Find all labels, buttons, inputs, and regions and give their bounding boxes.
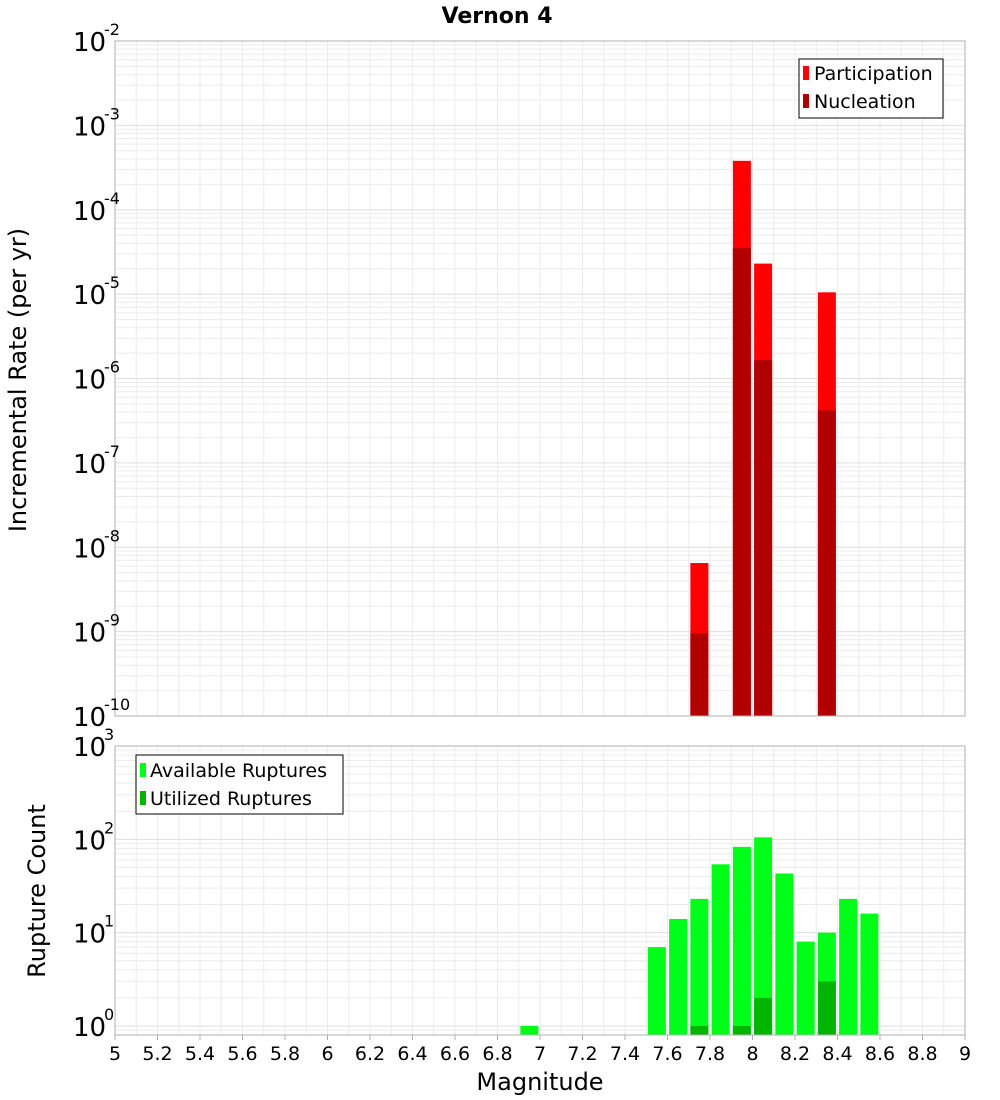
participation-legend-label: Participation (814, 63, 933, 85)
available-ruptures-bar (839, 898, 858, 1035)
y-tick-exponent: -2 (104, 20, 120, 39)
y-tick-label: 10 (73, 197, 106, 227)
available-ruptures-bar (754, 837, 773, 1035)
utilized-ruptures-bar (817, 981, 836, 1035)
x-tick-label: 5.4 (185, 1043, 215, 1065)
rate-legend: Participation Nucleation (798, 58, 944, 119)
utilized-ruptures-bar (754, 997, 773, 1035)
y-tick-exponent: -8 (104, 526, 120, 545)
y-tick-exponent: 0 (104, 1005, 114, 1024)
utilized-ruptures-bar (732, 1025, 751, 1035)
x-tick-label: 8.6 (865, 1043, 895, 1065)
y-tick-exponent: -10 (104, 695, 130, 714)
nucleation-bar (732, 248, 751, 717)
y-tick-label: 10 (73, 28, 106, 58)
x-tick-label: 6.8 (482, 1043, 512, 1065)
y-tick-label: 10 (73, 733, 106, 763)
y-tick-exponent: -5 (104, 273, 120, 292)
available-ruptures-bar (647, 947, 666, 1035)
x-tick-label: 6.6 (440, 1043, 470, 1065)
rate-y-axis-label: Incremental Rate (per yr) (4, 228, 32, 532)
x-tick-label: 6.2 (355, 1043, 385, 1065)
x-tick-label: 7.2 (567, 1043, 597, 1065)
available-ruptures-bar (860, 913, 879, 1035)
x-axis-label: Magnitude (476, 1068, 603, 1096)
available-ruptures-bar (732, 846, 751, 1035)
y-tick-label: 10 (73, 450, 106, 480)
count-legend-box (135, 754, 344, 815)
x-tick-label: 7.8 (695, 1043, 725, 1065)
x-tick-label: 5 (109, 1043, 121, 1065)
nucleation-bar (690, 633, 709, 716)
y-tick-label: 10 (73, 826, 106, 856)
y-tick-exponent: -6 (104, 358, 120, 377)
y-tick-label: 10 (73, 281, 106, 311)
y-tick-exponent: 2 (104, 818, 114, 837)
y-tick-label: 10 (73, 534, 106, 564)
utilized-legend-swatch (140, 791, 146, 805)
y-tick-exponent: -4 (104, 189, 120, 208)
x-tick-label: 6.4 (397, 1043, 427, 1065)
x-tick-label: 5.6 (227, 1043, 257, 1065)
y-tick-exponent: 1 (104, 912, 114, 931)
x-tick-label: 5.8 (270, 1043, 300, 1065)
available-ruptures-bar (690, 898, 709, 1035)
y-tick-label: 10 (73, 619, 106, 649)
y-tick-exponent: -3 (104, 104, 120, 123)
rate-grid (114, 40, 966, 717)
nucleation-legend-label: Nucleation (814, 91, 916, 113)
x-tick-label: 8.2 (780, 1043, 810, 1065)
rate-legend-box (798, 58, 944, 119)
available-ruptures-bar (711, 864, 730, 1035)
count-y-axis-label: Rupture Count (23, 804, 51, 978)
participation-legend-swatch (803, 66, 809, 80)
nucleation-legend-swatch (803, 94, 809, 108)
rate-plot-frame (114, 40, 966, 717)
available-ruptures-bar (775, 873, 794, 1035)
available-legend-label: Available Ruptures (150, 760, 327, 782)
y-tick-label: 10 (73, 703, 106, 733)
x-tick-label: 7.4 (610, 1043, 640, 1065)
y-tick-label: 10 (73, 920, 106, 950)
x-tick-label: 7.6 (652, 1043, 682, 1065)
x-tick-label: 8.8 (907, 1043, 937, 1065)
x-tick-label: 8 (746, 1043, 758, 1065)
y-tick-exponent: 3 (104, 725, 114, 744)
rate-bars (690, 160, 836, 717)
nucleation-bar (754, 360, 773, 716)
nucleation-bar (817, 410, 836, 716)
y-tick-exponent: -9 (104, 611, 120, 630)
chart-title: Vernon 4 (442, 4, 553, 29)
utilized-legend-label: Utilized Ruptures (150, 788, 312, 810)
available-ruptures-bar (520, 1025, 539, 1035)
y-tick-label: 10 (73, 366, 106, 396)
x-tick-label: 6 (321, 1043, 333, 1065)
available-ruptures-bar (669, 919, 688, 1035)
count-legend: Available Ruptures Utilized Ruptures (135, 754, 344, 815)
x-axis-ticks: 5 5.2 5.4 5.6 5.8 6 6.2 6.4 6.6 6.8 7 7.2 7.4 7.6 7.8 8… (109, 1035, 971, 1065)
y-tick-exponent: -7 (104, 442, 120, 461)
y-tick-label: 10 (73, 112, 106, 142)
x-tick-label: 7 (534, 1043, 546, 1065)
utilized-ruptures-bar (690, 1025, 709, 1035)
x-tick-label: 5.2 (142, 1043, 172, 1065)
y-tick-label: 10 (73, 1013, 106, 1043)
count-bars (520, 837, 879, 1035)
available-legend-swatch (140, 763, 146, 777)
x-tick-label: 9 (959, 1043, 971, 1065)
available-ruptures-bar (796, 941, 815, 1035)
x-tick-label: 8.4 (822, 1043, 852, 1065)
